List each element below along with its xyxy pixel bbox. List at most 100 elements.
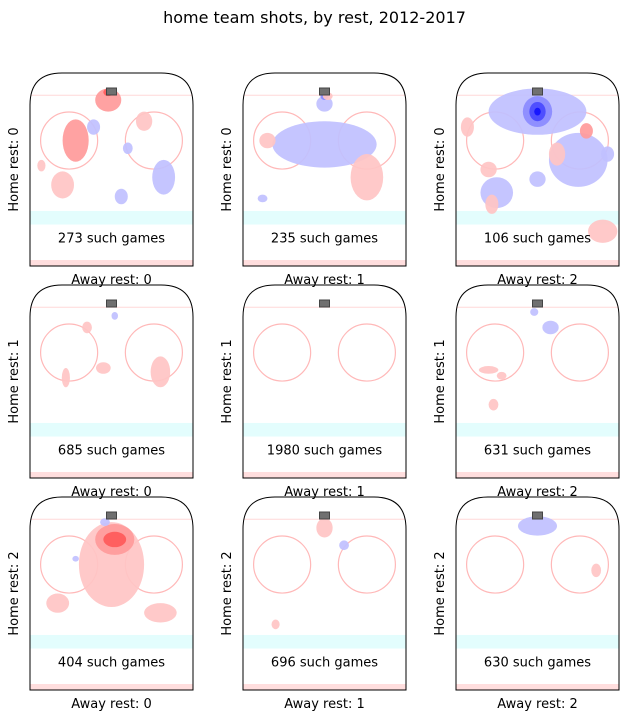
shot-density-deficit <box>542 320 559 335</box>
shot-density-deficit <box>122 142 133 155</box>
rink-panel: 106 such games Away rest: 2 Home rest: 0 <box>433 72 620 288</box>
goal-net <box>319 299 330 308</box>
faceoff-circle <box>252 535 312 594</box>
goal-net <box>532 511 543 520</box>
goal-net <box>319 511 330 520</box>
y-axis-label: Home rest: 2 <box>7 551 22 635</box>
center-line-band <box>30 684 193 690</box>
shot-density-excess <box>478 366 499 374</box>
shot-density-deficit <box>100 518 110 526</box>
rink-panel: 630 such games Away rest: 2 Home rest: 2 <box>433 496 620 712</box>
rink-outline <box>242 496 407 691</box>
shot-density-excess <box>579 123 593 139</box>
blue-line-band <box>30 210 193 225</box>
center-line-band <box>243 684 406 690</box>
x-axis-label: Away rest: 2 <box>497 697 578 712</box>
faceoff-circle <box>550 323 610 382</box>
blue-line-band <box>456 210 619 225</box>
rink-panel: 631 such games Away rest: 2 Home rest: 1 <box>433 284 620 500</box>
shot-density-excess <box>485 194 499 214</box>
rink-outline <box>455 284 620 479</box>
center-line-band <box>243 472 406 478</box>
games-count-label: 1980 such games <box>267 444 383 459</box>
faceoff-circle <box>337 535 397 594</box>
rink-surface <box>456 87 619 266</box>
shot-density-deficit <box>114 188 128 205</box>
x-axis-label: Away rest: 0 <box>71 697 152 712</box>
blue-line-band <box>243 634 406 649</box>
shot-density-deficit <box>257 194 268 203</box>
faceoff-circle <box>337 323 397 382</box>
shot-density-excess <box>144 603 177 623</box>
shot-density-excess <box>488 398 499 411</box>
center-line-band <box>456 260 619 266</box>
rink-panel: 1980 such games Away rest: 1 Home rest: 1 <box>220 284 407 500</box>
games-count-label: 631 such games <box>484 444 591 459</box>
rink-surface <box>30 87 193 266</box>
shot-density-excess <box>82 321 92 334</box>
shot-density-excess <box>37 159 46 172</box>
goal-net <box>532 299 543 308</box>
games-count-label: 630 such games <box>484 656 591 671</box>
shot-density-excess <box>480 161 497 178</box>
blue-line-band <box>243 210 406 225</box>
center-line-band <box>456 684 619 690</box>
shot-density-excess <box>350 154 384 201</box>
rink-outline <box>242 284 407 479</box>
faceoff-circle <box>124 111 184 170</box>
x-axis-label: Away rest: 1 <box>284 485 365 500</box>
shot-density-excess <box>103 531 127 548</box>
blue-line-band <box>456 422 619 437</box>
rink-surface <box>30 299 193 478</box>
shot-density-excess <box>46 593 70 613</box>
games-count-label: 696 such games <box>271 656 378 671</box>
x-axis-label: Away rest: 0 <box>71 273 152 288</box>
rink-panel: 235 such games Away rest: 1 Home rest: 0 <box>220 72 407 288</box>
rink-surface <box>243 299 406 478</box>
shot-density-excess <box>51 171 75 199</box>
faceoff-circle <box>39 111 99 170</box>
games-count-label: 106 such games <box>484 232 591 247</box>
rink-panel: 685 such games Away rest: 0 Home rest: 1 <box>7 284 194 500</box>
games-count-label: 685 such games <box>58 444 165 459</box>
center-line-band <box>30 472 193 478</box>
rink-outline <box>242 72 407 267</box>
y-axis-label: Home rest: 1 <box>220 339 235 423</box>
y-axis-label: Home rest: 2 <box>433 551 448 635</box>
rink-outline <box>29 72 194 267</box>
rink-surface <box>456 511 619 690</box>
blue-line-band <box>30 634 193 649</box>
goal-net <box>106 299 117 308</box>
shot-density-excess <box>61 367 70 388</box>
games-count-label: 404 such games <box>58 656 165 671</box>
center-line-band <box>30 260 193 266</box>
shot-density-excess <box>588 219 618 243</box>
rink-surface <box>30 511 193 690</box>
shot-density-deficit <box>111 312 119 320</box>
faceoff-circle <box>550 535 610 594</box>
goal-net <box>532 87 543 96</box>
x-axis-label: Away rest: 1 <box>284 273 365 288</box>
x-axis-label: Away rest: 1 <box>284 697 365 712</box>
shot-density-excess <box>548 142 566 166</box>
rink-outline <box>29 496 194 691</box>
figure-title: home team shots, by rest, 2012-2017 <box>163 8 466 27</box>
rink-outline <box>455 496 620 691</box>
x-axis-label: Away rest: 0 <box>71 485 152 500</box>
shot-density-excess <box>316 518 333 538</box>
y-axis-label: Home rest: 0 <box>220 127 235 211</box>
faceoff-circle <box>465 535 525 594</box>
games-count-label: 235 such games <box>271 232 378 247</box>
blue-line-band <box>243 422 406 437</box>
shot-density-deficit <box>87 119 101 135</box>
shot-density-deficit <box>530 308 539 316</box>
x-axis-label: Away rest: 2 <box>497 485 578 500</box>
rink-surface <box>456 299 619 478</box>
rink-panel: 696 such games Away rest: 1 Home rest: 2 <box>220 496 407 712</box>
y-axis-label: Home rest: 0 <box>7 127 22 211</box>
rink-panel: 273 such games Away rest: 0 Home rest: 0 <box>7 72 194 288</box>
shot-density-excess <box>591 563 602 578</box>
center-line-band <box>456 472 619 478</box>
